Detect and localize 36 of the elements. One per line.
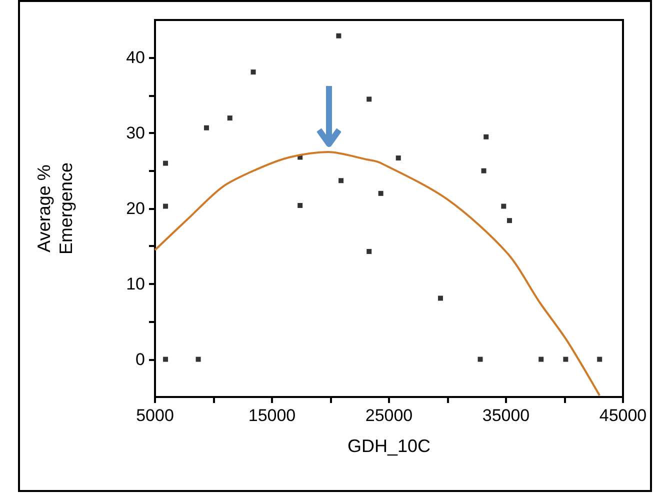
point <box>563 356 568 362</box>
y-tick-label: 20 <box>126 199 145 218</box>
point <box>163 356 168 362</box>
y-tick-label: 30 <box>126 124 145 143</box>
point <box>501 204 506 209</box>
point <box>597 356 602 362</box>
point <box>366 96 372 102</box>
y-tick-label: 40 <box>126 48 145 68</box>
point <box>538 356 544 362</box>
y-tick-label: 0 <box>136 350 145 369</box>
point <box>438 296 443 301</box>
point <box>163 160 168 166</box>
x-tick-label: 35000 <box>482 406 530 425</box>
point <box>396 155 401 160</box>
x-tick-label: 45000 <box>599 406 647 425</box>
point <box>298 202 303 208</box>
point <box>196 356 201 362</box>
x-tick-label: 5000 <box>136 406 174 425</box>
point <box>481 168 486 174</box>
line-series <box>154 150 601 396</box>
x-axis-title: GDH_10C <box>347 436 431 456</box>
point <box>484 134 489 140</box>
point <box>338 178 344 184</box>
x-tick-label: 25000 <box>365 406 413 425</box>
point <box>227 116 232 121</box>
point <box>507 218 512 224</box>
y-tick-label: 10 <box>126 274 145 294</box>
point <box>250 70 256 75</box>
x-tick-label: 15000 <box>248 406 296 425</box>
point <box>366 248 372 254</box>
point <box>478 356 483 362</box>
point <box>336 33 342 38</box>
point <box>378 190 384 196</box>
y-axis-title: Average % Emergence <box>34 162 76 255</box>
point <box>204 125 209 130</box>
point <box>163 204 168 209</box>
